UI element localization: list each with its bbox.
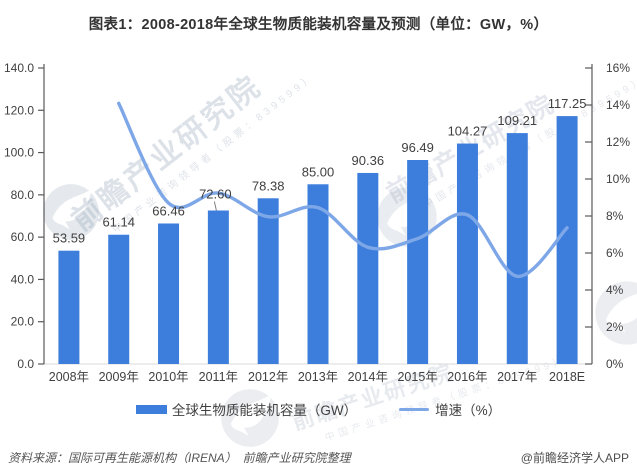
left-y-axis-tick-label: 40.0 <box>11 272 35 286</box>
bar-value-label: 61.14 <box>102 215 135 230</box>
bar-value-label: 109.21 <box>497 113 537 128</box>
x-axis-category-label: 2014年 <box>348 370 388 384</box>
x-axis-category-label: 2015年 <box>397 370 437 384</box>
left-y-axis-tick-label: 140.0 <box>4 61 34 75</box>
capacity-bar <box>456 143 478 364</box>
bar-value-label: 90.36 <box>352 153 385 168</box>
capacity-bar <box>307 184 329 364</box>
legend-item-growth: 增速（%） <box>399 399 501 419</box>
bar-series-swatch-icon <box>135 404 167 414</box>
bar-value-label: 104.27 <box>448 124 488 139</box>
capacity-bar <box>108 234 130 364</box>
capacity-bar <box>506 133 528 364</box>
chart-title: 图表1：2008-2018年全球生物质能装机容量及预测（单位：GW，%） <box>88 17 549 33</box>
bar-value-label: 66.46 <box>152 203 185 218</box>
right-y-axis-tick-label: 2% <box>606 320 624 334</box>
left-y-axis-tick-label: 60.0 <box>11 230 35 244</box>
left-y-axis-tick-label: 20.0 <box>11 315 35 329</box>
x-axis-category-label: 2010年 <box>148 370 188 384</box>
capacity-bar <box>357 172 379 364</box>
x-axis-category-label: 2018E <box>549 370 585 384</box>
capacity-bar <box>158 223 180 364</box>
legend-capacity-label: 全球生物质能装机容量（GW） <box>171 403 358 418</box>
right-y-axis-tick-label: 10% <box>606 172 630 186</box>
right-y-axis-tick-label: 4% <box>606 283 624 297</box>
bar-value-label: 72.60 <box>199 187 232 202</box>
data-source-note: 资料来源：国际可再生能源机构（IRENA） 前瞻产业研究院整理 <box>8 451 351 465</box>
line-series-swatch-icon <box>399 407 430 411</box>
x-axis-category-label: 2008年 <box>49 370 89 384</box>
x-axis-category-label: 2017年 <box>497 370 537 384</box>
bar-value-label: 96.49 <box>401 140 434 155</box>
right-y-axis-tick-label: 12% <box>606 135 630 149</box>
x-axis-category-label: 2013年 <box>298 370 338 384</box>
capacity-bar <box>556 116 578 364</box>
legend-growth-label: 增速（%） <box>435 403 502 418</box>
capacity-bar <box>58 250 80 364</box>
left-y-axis-tick-label: 120.0 <box>4 103 34 117</box>
right-y-axis-tick-label: 0% <box>606 357 624 371</box>
right-y-axis-tick-label: 8% <box>606 209 624 223</box>
bar-value-label: 85.00 <box>302 164 335 179</box>
right-y-axis-tick-label: 14% <box>606 98 630 112</box>
bar-value-label: 117.25 <box>548 96 587 111</box>
capacity-bar <box>407 159 429 364</box>
growth-rate-line <box>117 101 569 279</box>
x-axis-category-label: 2009年 <box>99 370 139 384</box>
credit-note: @前瞻经济学人APP <box>520 451 629 465</box>
left-y-axis-tick-label: 100.0 <box>4 146 34 160</box>
legend: 全球生物质能装机容量（GW） 增速（%） <box>0 399 637 419</box>
capacity-bar <box>207 210 229 364</box>
chart-plot-area: 0.0 20.0 40.0 60.0 80.0 100.0 120.0 140.0 0% 2% 4%… <box>4 61 630 384</box>
x-axis-category-label: 2012年 <box>248 370 288 384</box>
bar-value-label: 78.38 <box>252 178 285 193</box>
value-label-leader-line <box>213 201 217 211</box>
bar-value-label: 53.59 <box>53 231 86 246</box>
capacity-bar <box>257 198 279 364</box>
x-axis-category-label: 2011年 <box>199 370 238 384</box>
x-axis-category-label: 2016年 <box>447 370 487 384</box>
left-y-axis-tick-label: 80.0 <box>11 188 35 202</box>
right-y-axis-tick-label: 16% <box>606 61 630 75</box>
legend-item-capacity: 全球生物质能装机容量（GW） <box>135 399 358 419</box>
right-y-axis-tick-label: 6% <box>606 246 624 260</box>
left-y-axis-tick-label: 0.0 <box>17 357 34 371</box>
